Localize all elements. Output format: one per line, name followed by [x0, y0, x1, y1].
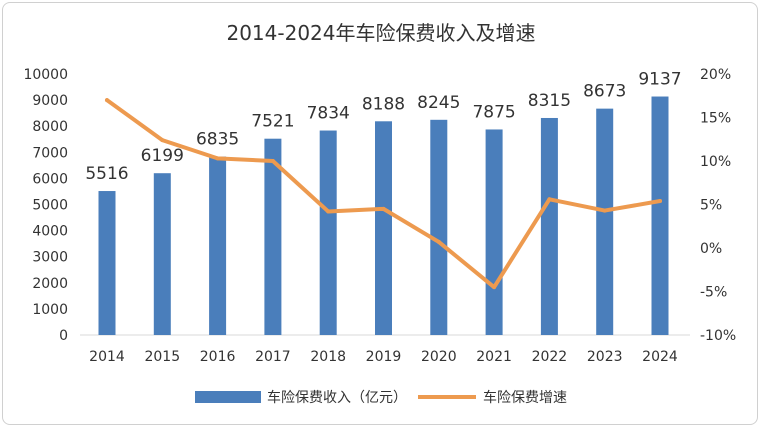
bar [651, 96, 669, 336]
growth-point [658, 199, 662, 204]
bar [319, 130, 337, 335]
x-tick-label: 2019 [366, 349, 402, 365]
x-tick-label: 2018 [310, 349, 346, 365]
growth-point [160, 138, 165, 143]
legend-label-bar: 车险保费收入（亿元） [267, 389, 407, 406]
growth-point [326, 209, 331, 214]
bar [375, 121, 392, 335]
x-tick-label: 2020 [421, 349, 457, 365]
bar [209, 156, 227, 335]
growth-point [270, 159, 275, 163]
growth-point [602, 208, 607, 213]
x-tick-label: 2023 [587, 349, 623, 365]
growth-point [436, 239, 441, 244]
bar-data-label: 6199 [141, 146, 184, 166]
y-left-tick-label: 1000 [32, 302, 68, 318]
y-left-tick-label: 8000 [32, 119, 68, 135]
x-tick-label: 2021 [476, 349, 512, 365]
x-tick-label: 2015 [144, 349, 180, 365]
chart-frame [2, 2, 758, 425]
bar [430, 119, 448, 335]
y-left-tick-label: 5000 [32, 198, 68, 214]
bar-data-label: 8673 [583, 82, 626, 102]
bar-data-label: 5516 [85, 164, 128, 184]
y-left-tick-label: 10000 [23, 67, 68, 83]
bar-data-label: 7521 [251, 112, 294, 132]
y-right-tick-label: 5% [700, 198, 722, 214]
y-left-tick-label: 9000 [32, 93, 68, 109]
y-left-tick-label: 4000 [32, 224, 68, 240]
bar-data-label: 7875 [472, 102, 515, 122]
y-left-tick-label: 0 [59, 328, 68, 344]
growth-point [381, 206, 386, 211]
bar [485, 129, 503, 335]
y-right-tick-label: 0% [700, 241, 722, 257]
y-left-tick-label: 3000 [32, 250, 68, 266]
legend: 车险保费收入（亿元） 车险保费增速 [195, 389, 567, 406]
x-tick-label: 2014 [89, 349, 125, 365]
y-right-tick-label: -10% [700, 328, 736, 344]
legend-label-line: 车险保费增速 [483, 389, 567, 406]
bar-data-label: 8245 [417, 93, 460, 113]
growth-point [105, 98, 109, 103]
y-left-tick-label: 2000 [32, 276, 68, 292]
bar [153, 173, 171, 335]
y-right-tick-label: 15% [700, 111, 731, 127]
chart-title: 2014-2024年车险保费收入及增速 [226, 21, 535, 45]
bar [596, 108, 614, 335]
y-left-tick-label: 6000 [32, 171, 68, 187]
bar-data-label: 8315 [528, 91, 571, 111]
bar-data-label: 8188 [362, 94, 405, 114]
y-right-tick-label: -5% [700, 285, 727, 301]
y-right-tick-label: 20% [700, 67, 731, 83]
bar-data-label: 7834 [307, 104, 350, 124]
y-left-tick-label: 7000 [32, 145, 68, 161]
bar [98, 191, 116, 335]
growth-point [547, 197, 552, 202]
bar-data-label: 9137 [638, 70, 681, 90]
growth-point [492, 285, 497, 290]
growth-point [215, 156, 220, 161]
x-tick-label: 2016 [200, 349, 236, 365]
x-tick-label: 2024 [642, 349, 678, 365]
bar-data-label: 6835 [196, 130, 239, 150]
y-right-tick-label: 10% [700, 154, 731, 170]
bar [264, 138, 282, 335]
x-tick-label: 2022 [532, 349, 568, 365]
x-tick-label: 2017 [255, 349, 291, 365]
bar [540, 117, 558, 335]
legend-swatch-bar [195, 391, 261, 403]
